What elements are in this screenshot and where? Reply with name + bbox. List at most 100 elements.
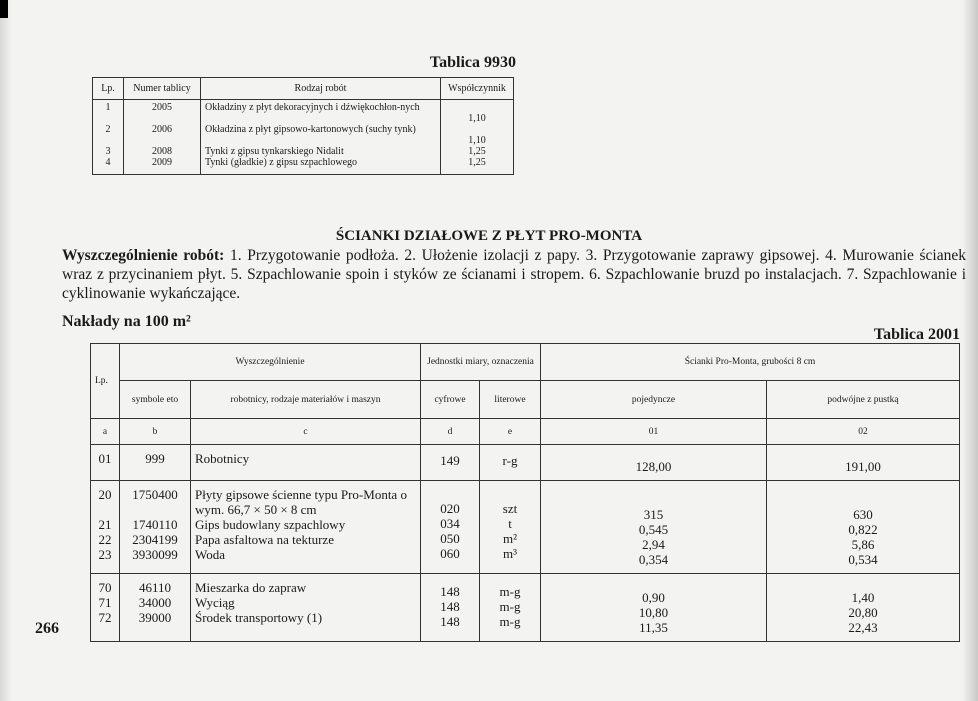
cell-line: 1740110 [132,517,178,532]
cell-line: 71 [98,595,112,610]
cell-line: 148 [440,614,460,629]
cell-line: Robotnicy [195,451,250,466]
cell-line: Papa asfaltowa na tekturze [195,532,334,547]
single-cell: 315 0,545 2,94 0,354 [540,480,767,574]
description-cell: Robotnicy [190,444,421,481]
column-letter: 02 [766,418,960,445]
cell-coef: 1,10 [468,113,486,124]
cell-line: 0,354 [638,552,669,567]
cell-line: 23 [98,547,112,562]
cell-line: szt [502,501,518,516]
description-cell: Płyty gipsowe ścienne typu Pro-Monta o w… [190,480,421,574]
work-spec: Wyszczególnienie robót: 1. Przygotowanie… [62,246,966,303]
cell-line: Mieszarka do zapraw [195,580,307,595]
top-table-title: Tablica 9930 [429,54,516,71]
lp-cell: 01 [90,444,120,481]
cell-line: 39000 [138,610,172,625]
cell-line: 149 [440,453,460,468]
cell-line: 5,86 [851,537,875,552]
cell-line: 0,822 [848,522,878,537]
unit-letter-cell: m-g m-g m-g [479,573,541,642]
cell-line: 01 [98,451,112,466]
cell-line: Woda [195,547,225,562]
cell-line: 34000 [138,595,172,610]
col-coef: 1,10 1,10 1,25 1,25 [440,99,514,175]
cell-line: 999 [145,451,165,466]
cell-line: 3930099 [132,547,178,562]
cell-lp: 4 [105,157,111,168]
header-lit: literowe [479,380,541,419]
cell-nr: 2009 [152,157,172,168]
double-cell: 191,00 [766,444,960,481]
cell-coef: 1,25 [468,157,486,168]
cell-line: 630 [853,507,873,522]
double-cell: 630 0,822 5,86 0,534 [766,480,960,574]
coefficient-table: Lp. Numer tablicy Rodzaj robót Współczyn… [92,77,514,175]
cell-nr: 2005 [152,102,172,113]
cell-line: 0,90 [642,590,665,605]
cell-line: 10,80 [638,605,669,620]
header-podw: podwójne z pustką [766,380,960,419]
unit-code-cell: 020 034 050 060 [420,480,480,574]
header-rob: robotnicy, rodzaje materiałów i maszyn [190,380,421,419]
cell-line: Płyty gipsowe ścienne typu Pro-Monta o w… [195,487,407,517]
header-desc: Rodzaj robót [200,77,441,100]
cell-line: 21 [98,517,112,532]
column-letter: b [119,418,191,445]
outlay-label: Nakłady na 100 m² [62,313,191,330]
cell-line: 22 [98,532,112,547]
column-letter: 01 [540,418,767,445]
cell-line: 70 [98,580,112,595]
cell-coef: 1,25 [468,146,486,157]
cell-line: 2,94 [642,537,665,552]
cell-coef: 1,10 [468,135,486,146]
unit-letter-cell: r-g [479,444,541,481]
column-letter: e [479,418,541,445]
cell-line: 148 [440,584,460,599]
cell-line: 128,00 [635,459,672,474]
cell-line: 315 [643,507,664,522]
cell-line: r-g [502,453,518,468]
col-nr: 2005 2006 2008 2009 [123,99,201,175]
cell-desc: Okładzina z płyt gipsowo-kartonowych (su… [205,124,416,135]
cell-line: 20 [98,487,112,502]
spec-text: 1. Przygotowanie podłoża. 2. Ułożenie iz… [62,247,966,302]
unit-letter-cell: szt t m² m³ [479,480,541,574]
cell-line: t [508,516,512,531]
spec-label: Wyszczególnienie robót: [62,247,225,264]
description-cell: Mieszarka do zapraw Wyciąg Środek transpor… [190,573,421,642]
cell-line: m-g [499,584,521,599]
cell-line: Środek transportowy (1) [195,610,323,625]
cell-line: 20,80 [848,605,878,620]
page-gutter-shadow [0,0,12,701]
cell-line: m-g [499,614,521,629]
header-wysz: Wyszczególnienie [119,343,421,381]
symbol-cell: 46110 34000 39000 [119,573,191,642]
page-number: 266 [35,620,59,637]
cell-line: 22,43 [848,620,878,635]
header-poj: pojedyncze [540,380,767,419]
lp-cell: 70 71 72 [90,573,120,642]
single-cell: 0,90 10,80 11,35 [540,573,767,642]
main-table-title: Tablica 2001 [873,326,960,343]
table-row-group: 70 71 72 46110 34000 39000 Mieszarka do zapraw… [90,573,960,642]
cell-line: 46110 [138,580,172,595]
cell-line: 060 [440,546,460,561]
table-row-group: 01 999 Robotnicy 149 r-g 128,00 191,00 [90,444,960,481]
unit-code-cell: 148 148 148 [420,573,480,642]
page-edge-shadow [962,0,978,701]
cell-line: 0,534 [848,552,878,567]
header-coef: Współczynnik [440,77,514,100]
header-symb: symbole eto [119,380,191,419]
cell-desc: Tynki (gładkie) z gipsu szpachlowego [205,157,358,168]
col-desc: Okładziny z płyt dekoracyjnych i dźwięko… [200,99,441,175]
cell-line: 0,545 [638,522,669,537]
cell-lp: 1 [105,102,111,113]
header-lp: Lp. [90,343,120,419]
cell-desc: Tynki z gipsu tynkarskiego Nidalit [205,146,344,157]
header-jedn: Jednostki miary, oznaczenia [420,343,541,381]
cell-lp: 3 [105,146,111,157]
symbol-cell: 1750400 1740110 2304199 3930099 [119,480,191,574]
cell-line: 191,00 [845,459,881,474]
